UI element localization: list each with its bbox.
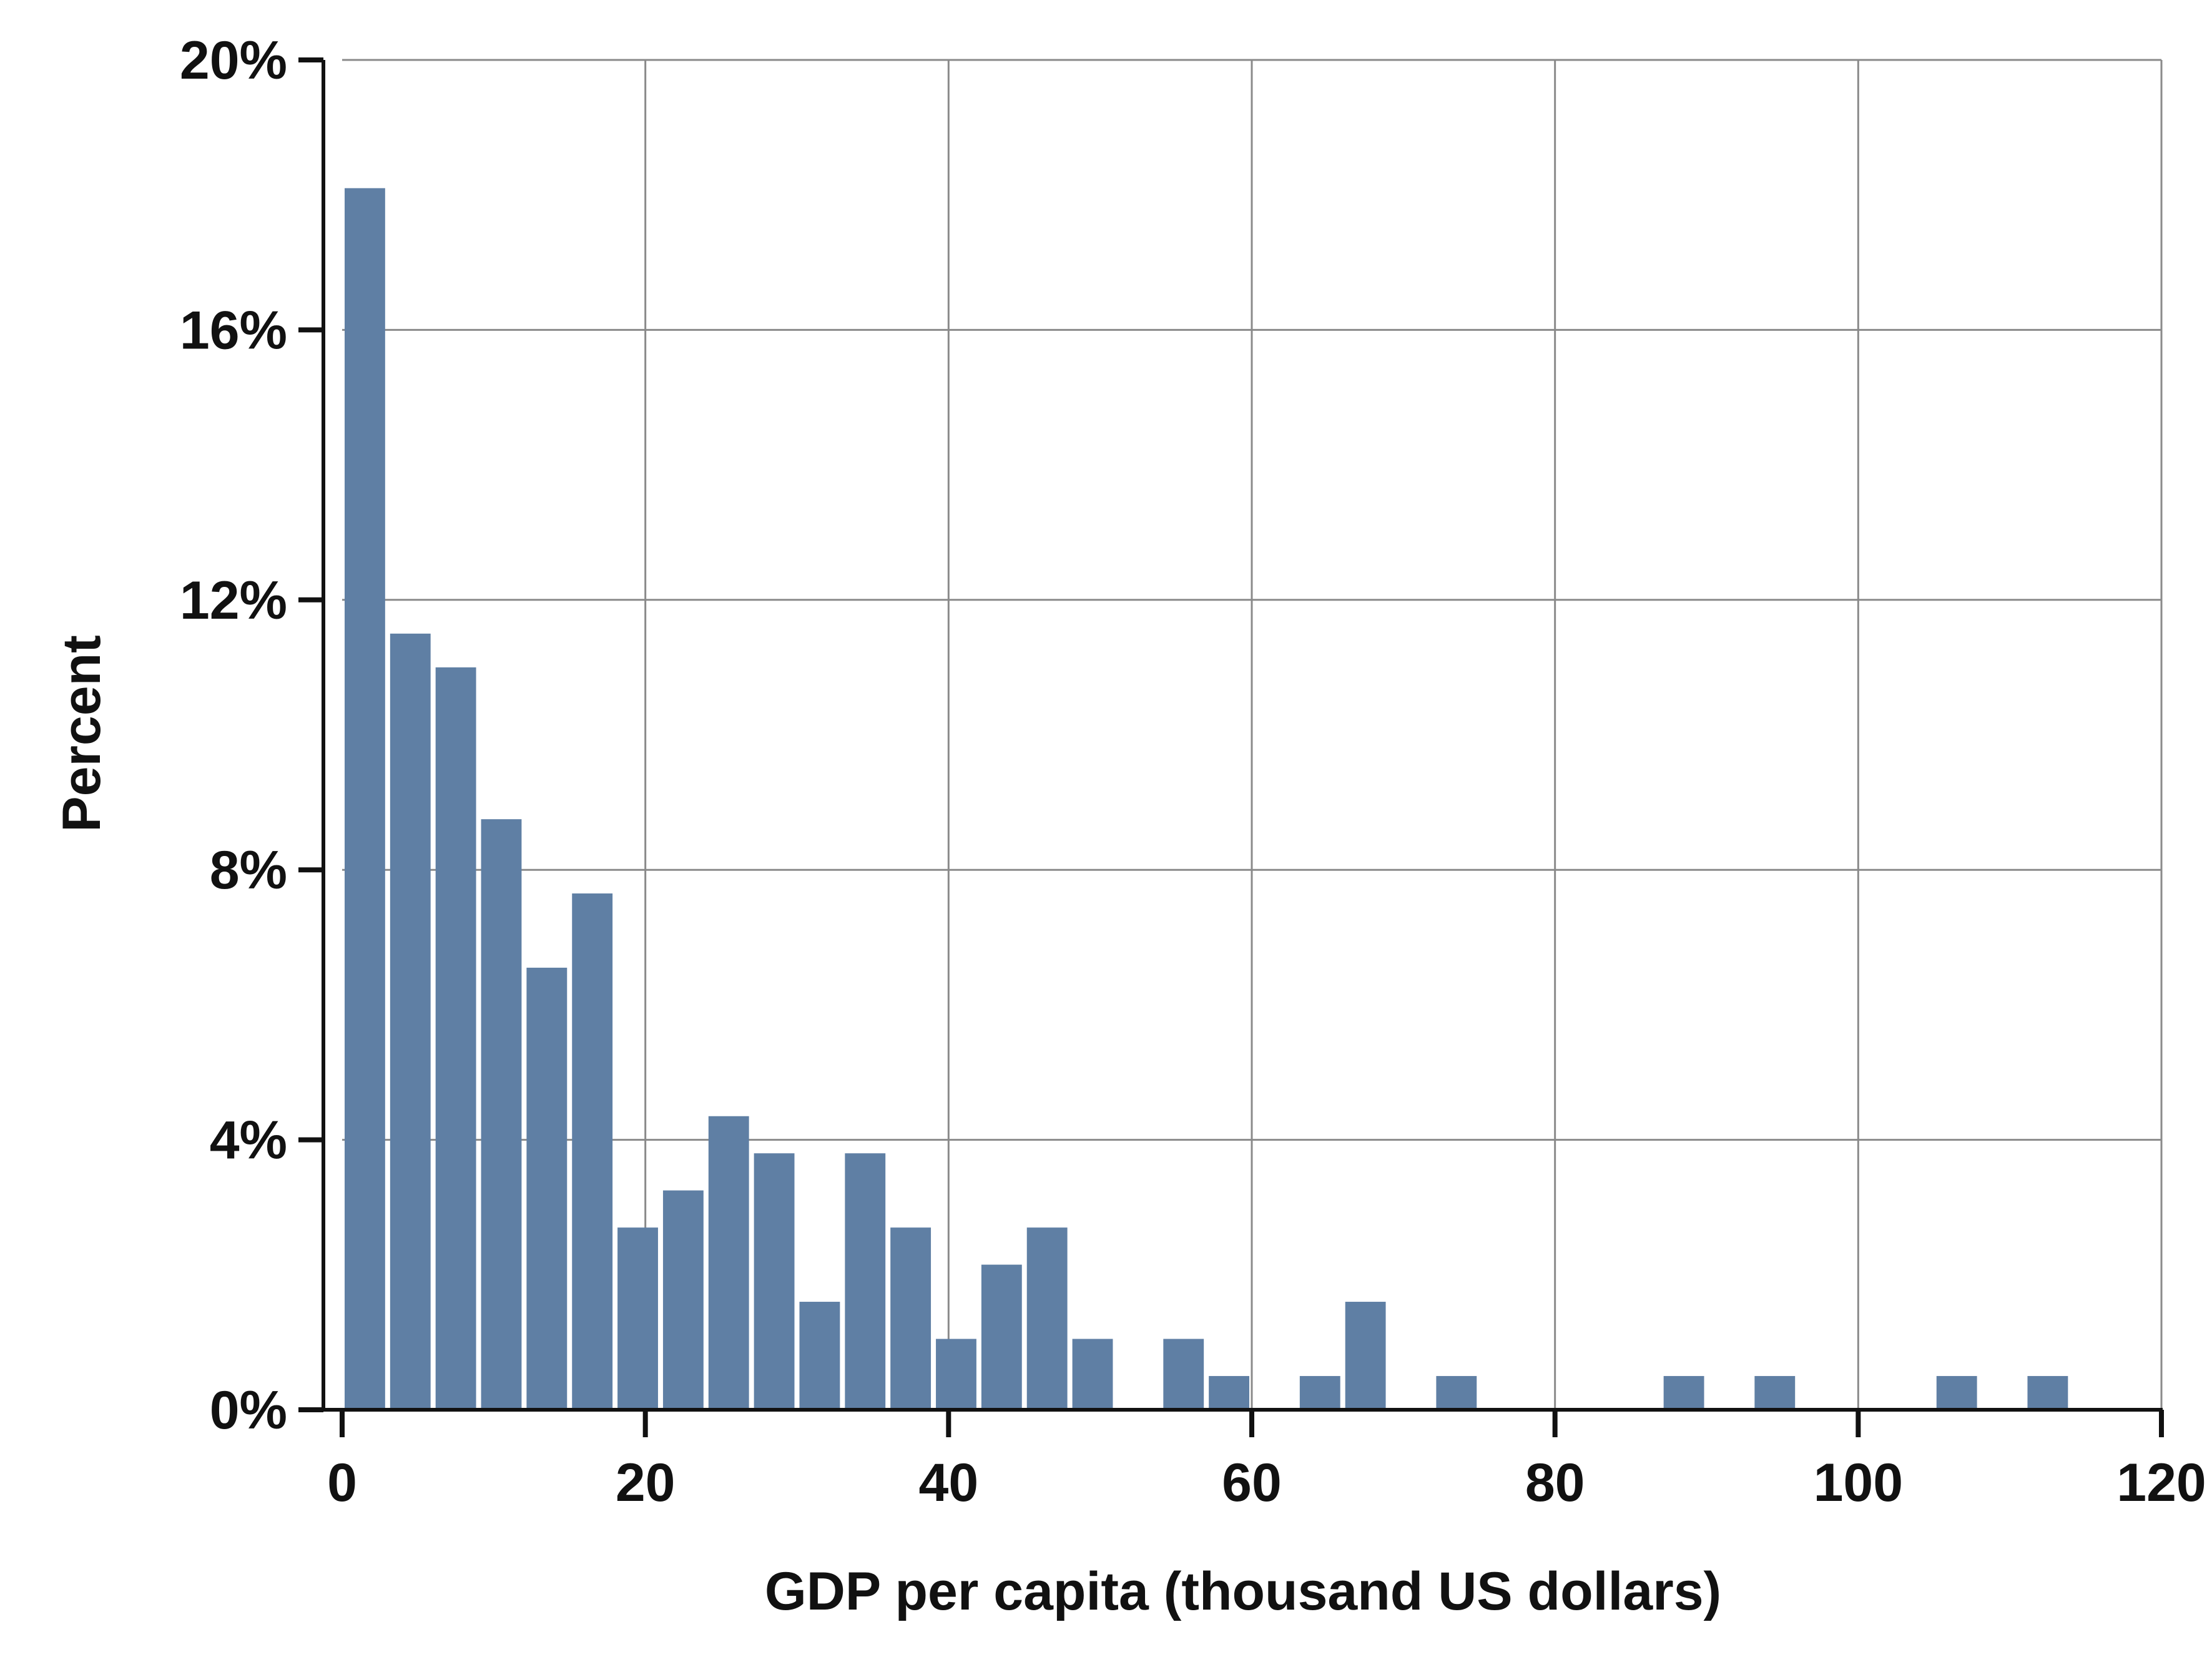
histogram-bar [617, 1227, 658, 1410]
histogram-bar [936, 1339, 976, 1410]
histogram-bar [435, 667, 476, 1410]
y-tick-label: 4% [210, 1111, 287, 1171]
axes [298, 57, 2164, 1437]
histogram-bar [481, 819, 522, 1410]
x-tick-label: 20 [616, 1453, 676, 1513]
histogram-bar [799, 1302, 840, 1410]
histogram-bar [1163, 1339, 1204, 1410]
histogram-bar [1209, 1375, 1249, 1410]
y-tick-label: 12% [180, 571, 287, 631]
histogram-bar [1345, 1302, 1386, 1410]
histogram-bar [981, 1264, 1022, 1410]
histogram-bar [1072, 1339, 1113, 1410]
histogram-bar [1299, 1375, 1340, 1410]
histogram-bar [1754, 1375, 1796, 1410]
x-tick-label: 80 [1525, 1453, 1585, 1513]
y-tick-label: 8% [210, 840, 287, 900]
histogram-bar [2027, 1375, 2068, 1410]
histogram-bar [1936, 1375, 1977, 1410]
histogram-bar [390, 633, 431, 1410]
grid-lines [342, 59, 2163, 1410]
y-axis-title: Percent [52, 635, 112, 832]
histogram-bar [1026, 1227, 1068, 1410]
histogram-bar [1436, 1375, 1477, 1410]
x-axis-title: GDP per capita (thousand US dollars) [765, 1561, 1721, 1621]
x-tick-label: 100 [1814, 1453, 1904, 1513]
histogram-bar [526, 967, 568, 1410]
y-tick-label: 0% [210, 1380, 287, 1440]
y-tick-label: 20% [180, 31, 287, 91]
bars [345, 188, 2068, 1410]
x-tick-label: 60 [1222, 1453, 1282, 1513]
x-tick-label: 0 [327, 1453, 357, 1513]
x-tick-label: 40 [918, 1453, 978, 1513]
histogram-bar [662, 1190, 704, 1410]
histogram-bar [345, 188, 385, 1410]
histogram-bar [845, 1153, 886, 1410]
histogram-bar [754, 1153, 795, 1410]
histogram-bar [708, 1116, 749, 1410]
y-tick-label: 16% [180, 300, 287, 360]
histogram-bar [890, 1227, 931, 1410]
histogram-bar [572, 893, 613, 1410]
tick-labels: 0% 4% 8% 12% 16% 20% 0 20 40 60 80 100 120 [180, 31, 2206, 1513]
histogram-bar [1663, 1375, 1704, 1410]
x-tick-label: 120 [2116, 1453, 2206, 1513]
